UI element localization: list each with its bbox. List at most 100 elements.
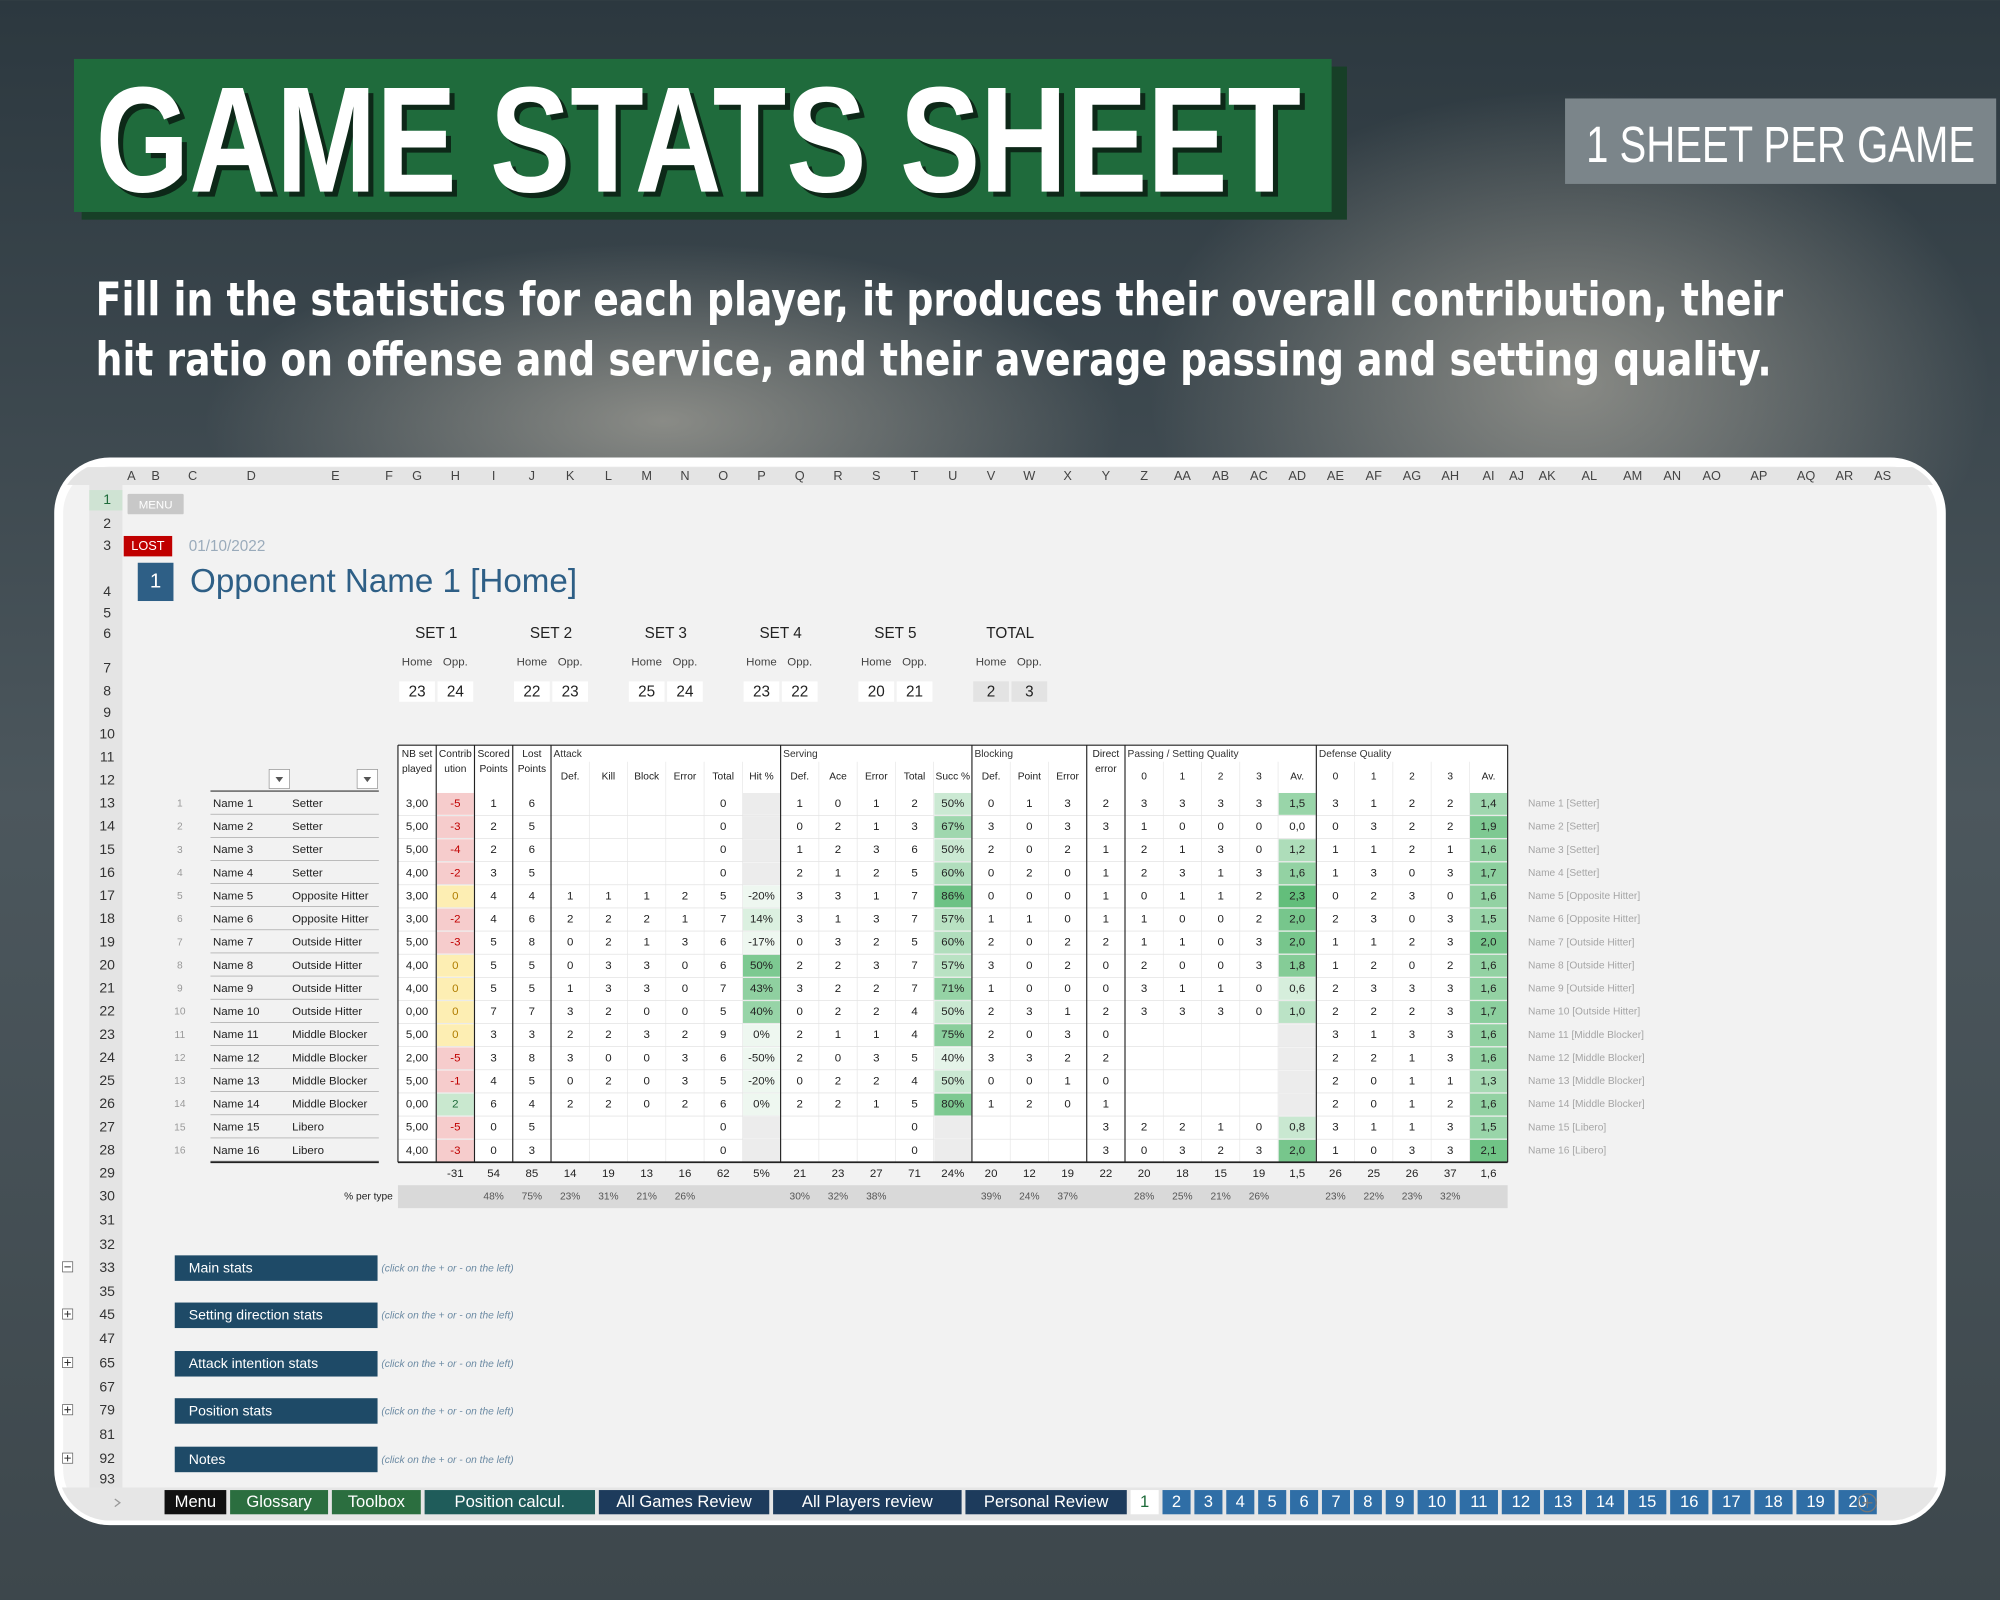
add-sheet-button[interactable] (1857, 1493, 1877, 1513)
sheet-tab[interactable] (1501, 1490, 1541, 1515)
sheet-tab[interactable] (1130, 1490, 1159, 1515)
total-cell: 13 (640, 1168, 653, 1180)
home-score: 22 (523, 683, 540, 700)
sheet-tab[interactable] (598, 1490, 770, 1515)
sheet-tab[interactable] (1712, 1490, 1751, 1515)
sheet-tab-label[interactable]: 6 (1299, 1492, 1308, 1511)
sheet-tab-label[interactable]: 19 (1806, 1492, 1824, 1511)
sheet-tab[interactable] (1162, 1490, 1191, 1515)
row-number: 81 (99, 1426, 115, 1442)
sheet-tab[interactable] (424, 1490, 596, 1515)
column-letter: H (451, 468, 460, 483)
cell: 1 (1371, 844, 1377, 856)
sheet-tab-label[interactable]: 11 (1470, 1492, 1487, 1511)
column-letter: AK (1539, 468, 1557, 483)
sheet-tab-label[interactable]: Toolbox (348, 1492, 406, 1511)
sheet-tab[interactable] (1459, 1490, 1498, 1515)
cell: 3 (988, 960, 994, 972)
cell: 57% (941, 960, 964, 972)
sheet-tab-label[interactable]: 1 (1140, 1492, 1149, 1511)
cell: 7 (490, 1006, 496, 1018)
sheet-tab-label[interactable]: 7 (1331, 1492, 1340, 1511)
section-header[interactable] (174, 1351, 378, 1377)
sheet-tab[interactable] (1417, 1490, 1456, 1515)
sheet-tab-label[interactable]: 12 (1512, 1492, 1530, 1511)
sheet-tab[interactable] (1754, 1490, 1793, 1515)
sheet-tab-label[interactable]: 13 (1554, 1492, 1572, 1511)
sheet-tab[interactable] (164, 1490, 227, 1515)
sheet-tab-label[interactable]: 9 (1395, 1492, 1404, 1511)
sheet-tab-label[interactable]: 16 (1680, 1492, 1698, 1511)
sheet-tab-label[interactable]: 10 (1428, 1492, 1446, 1511)
cell: 0 (1332, 890, 1338, 902)
column-letter: D (247, 468, 256, 483)
sheet-tab-label[interactable]: 14 (1596, 1492, 1614, 1511)
cell: 2 (1064, 937, 1070, 949)
sheet-tab-label[interactable]: 5 (1268, 1492, 1277, 1511)
cell-shading (934, 931, 972, 954)
column-letter: R (833, 468, 842, 483)
section-header[interactable] (174, 1255, 378, 1281)
cell-shading (436, 816, 474, 838)
sheet-tab-label[interactable]: Personal Review (984, 1492, 1109, 1511)
sheet-tab[interactable] (1628, 1490, 1667, 1515)
sheet-tab-label[interactable]: 4 (1236, 1492, 1245, 1511)
cell: 5,00 (406, 937, 428, 949)
cell-shading (436, 954, 474, 977)
cell: 1 (1064, 1006, 1070, 1018)
sheet-tab-label[interactable]: 3 (1204, 1492, 1213, 1511)
sheet-tab[interactable] (1670, 1490, 1709, 1515)
sheet-tab-label[interactable]: Position calcul. (455, 1492, 566, 1511)
cell-shading (934, 1093, 972, 1116)
sheet-tab-label[interactable]: All Players review (802, 1492, 934, 1511)
sheet-tab-label[interactable]: Glossary (246, 1492, 312, 1511)
menu-button[interactable] (127, 493, 184, 515)
section-header[interactable] (174, 1398, 378, 1424)
column-letter: AJ (1509, 468, 1524, 483)
cell: 1,3 (1481, 1075, 1497, 1087)
sheet-tab[interactable] (1226, 1490, 1255, 1515)
cell: -2 (450, 914, 460, 926)
sheet-tab[interactable] (230, 1490, 329, 1515)
sheet-tab[interactable] (1585, 1490, 1625, 1515)
cell: 2 (873, 1075, 879, 1087)
row-number: 15 (99, 841, 115, 857)
cell: 57% (941, 914, 964, 926)
home-label: Home (631, 656, 662, 668)
cell: 2 (605, 1075, 611, 1087)
sheet-tab-label[interactable]: 8 (1363, 1492, 1372, 1511)
sheet-tab[interactable] (331, 1490, 421, 1515)
sheet-tab-label[interactable]: 15 (1638, 1492, 1656, 1511)
sheet-tab[interactable] (1321, 1490, 1350, 1515)
sheet-tab[interactable] (1290, 1490, 1319, 1515)
column-letter: N (680, 468, 689, 483)
total-cell: 23 (832, 1168, 845, 1180)
sheet-tab-label[interactable]: All Games Review (616, 1492, 752, 1511)
cell: 1 (1064, 1075, 1070, 1087)
cell: 1 (643, 937, 649, 949)
sheet-tab[interactable] (1385, 1490, 1414, 1515)
sheet-tab-label[interactable]: 20 (1848, 1492, 1866, 1511)
sheet-tab-label[interactable]: 18 (1764, 1492, 1782, 1511)
result-badge (123, 535, 173, 557)
sheet-tab[interactable] (1543, 1490, 1583, 1515)
sheet-tab[interactable] (1796, 1490, 1835, 1515)
row-number: 22 (99, 1003, 115, 1019)
player-position: Middle Blocker (292, 1099, 367, 1111)
cell: 2 (567, 914, 573, 926)
section-header[interactable] (174, 1446, 378, 1473)
sheet-tab-label[interactable]: 17 (1722, 1492, 1740, 1511)
cell: 3 (567, 1006, 573, 1018)
per-type-cell: 26% (1249, 1191, 1269, 1202)
sheet-tab[interactable] (1194, 1490, 1223, 1515)
sheet-tab[interactable] (1353, 1490, 1382, 1515)
section-header[interactable] (174, 1302, 378, 1329)
cell: 0 (1409, 960, 1415, 972)
sheet-tab[interactable] (965, 1490, 1127, 1515)
sheet-tab-label[interactable]: Menu (175, 1492, 216, 1511)
sheet-tab[interactable] (773, 1490, 962, 1515)
total-cell: 62 (717, 1168, 730, 1180)
sheet-tab-label[interactable]: 2 (1172, 1492, 1181, 1511)
sheet-tab[interactable] (1258, 1490, 1287, 1515)
